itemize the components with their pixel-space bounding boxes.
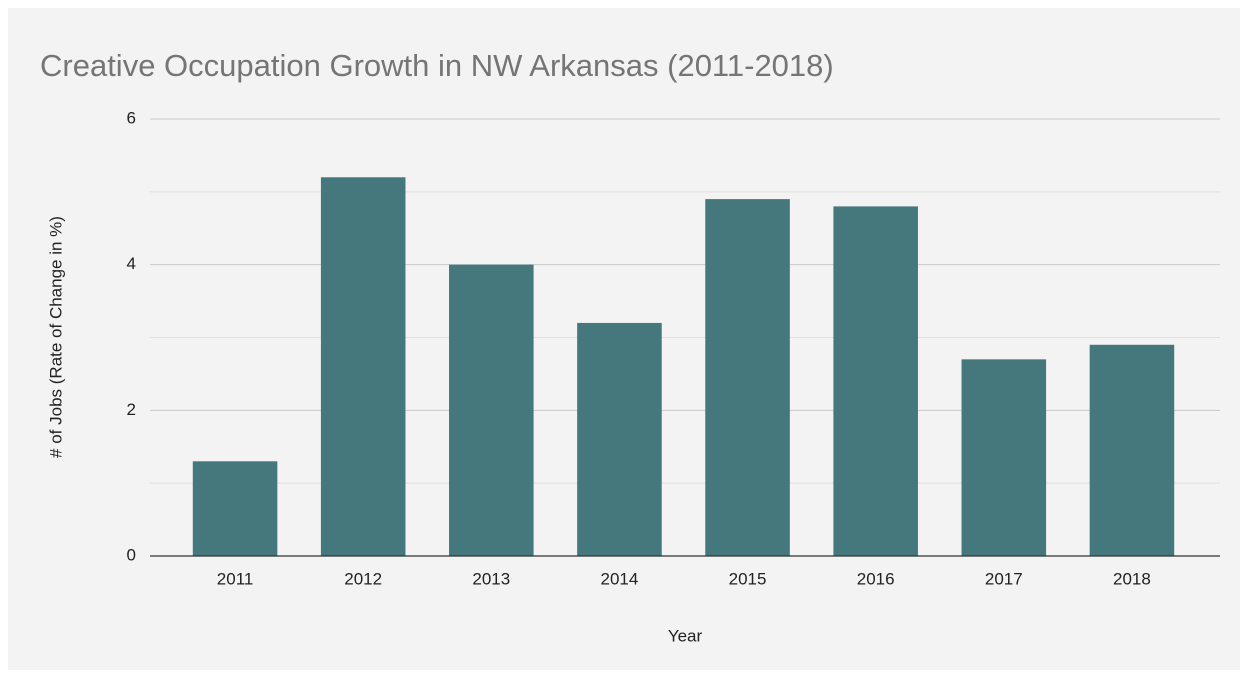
bar (577, 322, 662, 556)
bar (449, 264, 534, 556)
x-tick-label: 2012 (344, 569, 382, 588)
bar (1089, 344, 1175, 556)
y-tick-label: 0 (127, 545, 136, 564)
x-tick-label: 2015 (729, 569, 767, 588)
bar (833, 206, 918, 556)
x-tick-label: 2013 (472, 569, 510, 588)
bar (705, 199, 790, 556)
bar (961, 359, 1047, 556)
chart-title: Creative Occupation Growth in NW Arkansa… (40, 48, 834, 83)
y-tick-label: 6 (127, 108, 136, 127)
y-tick-label: 4 (127, 254, 136, 273)
bar (320, 177, 406, 556)
y-tick-label: 2 (127, 400, 136, 419)
x-axis-label: Year (668, 626, 703, 645)
bar (192, 461, 278, 556)
y-axis-label: # of Jobs (Rate of Change in %) (46, 216, 65, 458)
x-tick-label: 2016 (857, 569, 895, 588)
x-tick-label: 2017 (985, 569, 1023, 588)
x-tick-label: 2018 (1113, 569, 1151, 588)
x-tick-label: 2011 (217, 569, 254, 588)
x-tick-label: 2014 (601, 569, 639, 588)
